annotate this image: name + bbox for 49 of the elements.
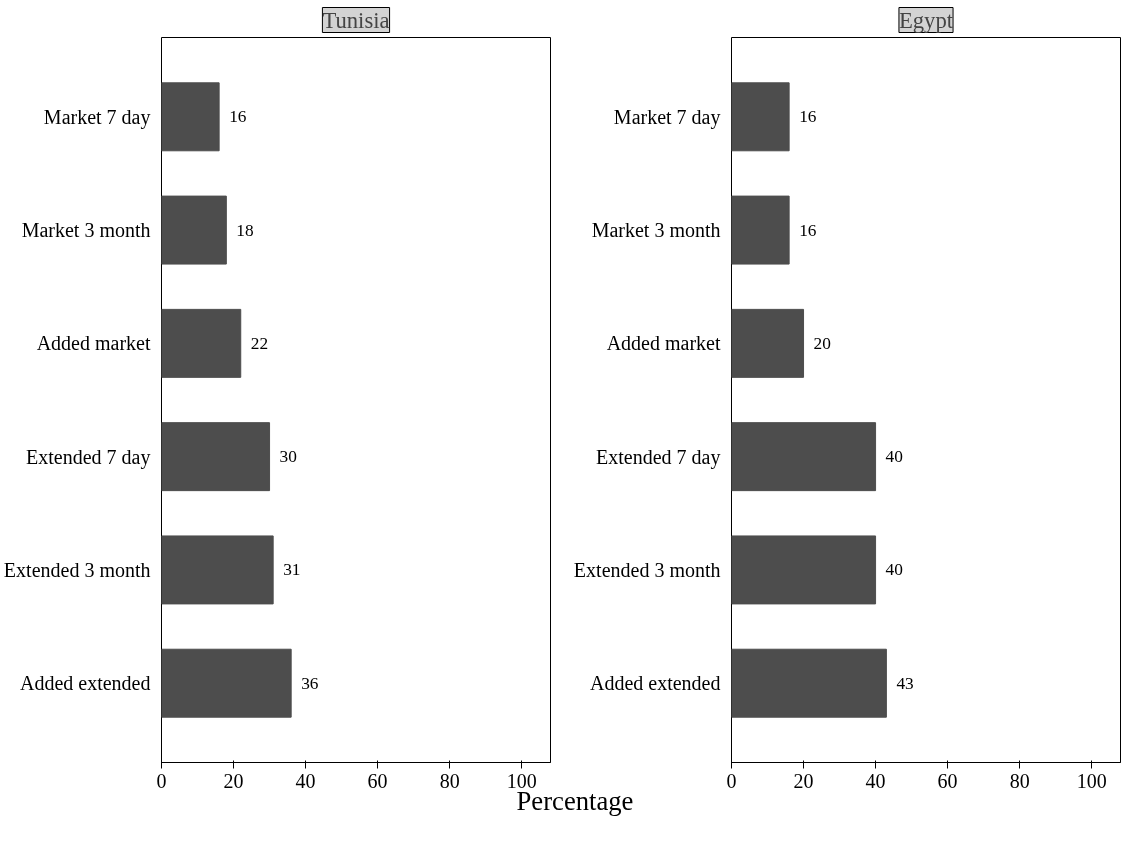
- bar: [161, 308, 242, 378]
- data-label: 36: [301, 673, 319, 693]
- x-tick-label: 60: [937, 769, 958, 792]
- bar: [161, 82, 220, 152]
- bar: [731, 82, 790, 152]
- data-label: 31: [283, 560, 301, 580]
- data-label: 16: [799, 107, 817, 127]
- x-tick-label: 80: [439, 769, 460, 792]
- x-tick-label: 40: [295, 769, 316, 792]
- data-label: 30: [279, 447, 297, 467]
- x-tick-label: 80: [1009, 769, 1030, 792]
- y-tick-label: Added market: [606, 332, 721, 355]
- y-tick-label: Extended 3 month: [573, 558, 721, 581]
- bar: [731, 308, 805, 378]
- x-tick-label: 60: [367, 769, 388, 792]
- data-label: 22: [250, 333, 269, 353]
- y-tick-label: Added extended: [19, 672, 151, 695]
- y-tick-label: Added extended: [589, 672, 721, 695]
- y-tick-label: Extended 7 day: [26, 445, 151, 469]
- x-tick-label: 20: [223, 769, 244, 792]
- x-tick-label: 100: [1076, 769, 1107, 792]
- data-label: 16: [799, 220, 817, 240]
- y-tick-label: Market 3 month: [591, 219, 721, 242]
- y-tick-label: Extended 7 day: [596, 445, 721, 469]
- x-tick-label: 0: [726, 769, 737, 792]
- data-label: 40: [885, 560, 903, 580]
- bar: [731, 422, 877, 492]
- data-label: 16: [229, 107, 247, 127]
- x-tick-label: 100: [506, 769, 537, 792]
- data-label: 18: [236, 220, 254, 240]
- bar: [161, 535, 274, 605]
- data-label: 20: [813, 333, 831, 353]
- x-tick-label: 40: [865, 769, 886, 792]
- bar: [161, 648, 292, 718]
- y-tick-label: Market 3 month: [21, 219, 151, 242]
- x-tick-label: 20: [793, 769, 814, 792]
- y-tick-label: Market 7 day: [43, 105, 151, 129]
- bar: [161, 422, 271, 492]
- y-tick-label: Extended 3 month: [3, 558, 151, 581]
- bar: [731, 195, 790, 265]
- bar: [731, 535, 877, 605]
- chart-title: Tunisia: [322, 7, 390, 33]
- y-tick-label: Market 7 day: [613, 105, 721, 129]
- x-tick-label: 0: [156, 769, 167, 792]
- bar: [161, 195, 227, 265]
- y-tick-label: Added market: [36, 332, 151, 355]
- data-label: 43: [896, 673, 914, 693]
- bar: [731, 648, 887, 718]
- data-label: 40: [885, 447, 903, 467]
